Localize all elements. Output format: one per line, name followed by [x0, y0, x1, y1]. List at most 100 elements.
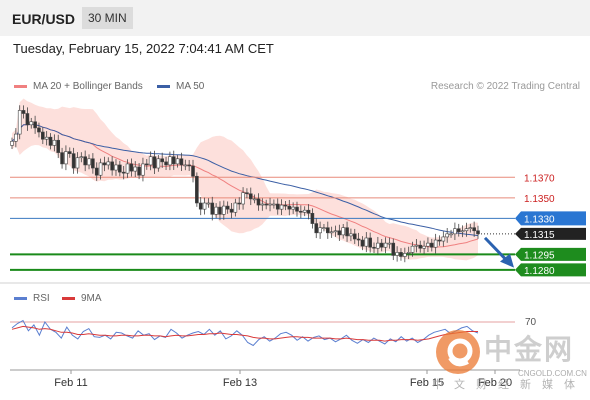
last-price-label: 1.1315 [524, 230, 555, 241]
candle-body [272, 203, 276, 206]
rsi-line [11, 319, 479, 347]
candle-body [125, 163, 130, 174]
candle-body [21, 110, 26, 114]
resistance-label: 1.1350 [524, 194, 555, 205]
legend-ma50: MA 50 [157, 81, 204, 92]
candle-body [302, 209, 307, 213]
candle-body [449, 233, 453, 236]
candle-body [133, 166, 138, 172]
candle-body [137, 166, 141, 176]
timeframe-button[interactable]: 30 MIN [82, 7, 133, 29]
candle-body [364, 237, 369, 247]
candle-body [175, 158, 180, 165]
moving-average-layer [11, 123, 479, 248]
level-lines-layer [10, 176, 515, 271]
candle-body [383, 242, 388, 248]
candle-body [287, 205, 292, 210]
pivot-label-box [515, 211, 586, 226]
candle-body [110, 161, 114, 171]
candle-body [279, 204, 284, 210]
rsi-ma-line [11, 325, 478, 342]
candle-body [83, 156, 87, 166]
forecast-arrow-layer [483, 236, 514, 268]
forecast-arrow-head [500, 253, 514, 268]
candle-body [468, 227, 473, 230]
candle-body [206, 202, 211, 205]
rsi-ma-swatch-icon [62, 297, 75, 300]
candle-body [329, 231, 334, 234]
legend-rsi-ma: 9MA [62, 293, 102, 304]
candle-body [198, 202, 203, 210]
candle-body [214, 206, 218, 215]
support-label-box [515, 247, 586, 261]
candle-body [326, 227, 330, 234]
candle-body [372, 246, 376, 249]
candle-body [356, 238, 361, 241]
x-axis-ticks: Feb 11 Feb 13 Feb 15 Feb 20 [54, 370, 512, 389]
candle-body [79, 156, 84, 159]
rsi-panel: 70 [10, 317, 537, 347]
candle-body [460, 230, 465, 233]
candle-body [67, 151, 72, 154]
candle-body [229, 208, 234, 213]
candle-body [291, 206, 295, 210]
candle-body [195, 175, 199, 204]
candle-body [310, 212, 315, 224]
candle-body [64, 151, 68, 165]
candle-body [252, 198, 257, 201]
bollinger-band-fill [12, 98, 478, 261]
candle-body [71, 153, 76, 169]
legend-rsi: RSI [14, 293, 50, 304]
candle-body [360, 239, 365, 247]
candle-body [191, 165, 195, 177]
candle-body [318, 227, 322, 234]
x-tick-label: Feb 15 [410, 377, 444, 389]
candle-body [141, 163, 145, 176]
legend-ma50-label: MA 50 [176, 81, 205, 92]
candle-body [418, 244, 423, 249]
bollinger-swatch-icon [14, 85, 27, 88]
candle-body [322, 227, 326, 229]
candle-body [426, 242, 430, 247]
legend-bollinger-label: MA 20 + Bollinger Bands [33, 81, 143, 92]
candle-body [48, 136, 53, 146]
candle-body [395, 252, 399, 256]
candle-body [376, 242, 380, 249]
candle-body [341, 227, 346, 236]
candle-body [233, 202, 238, 213]
legend-rsi-label: RSI [33, 293, 50, 304]
candle-body [44, 136, 49, 140]
candle-body [60, 152, 64, 165]
ma50-swatch-icon [157, 85, 170, 88]
candle-body [387, 242, 392, 245]
candle-body [114, 164, 118, 171]
x-tick-label: Feb 11 [54, 377, 87, 389]
candle-body [52, 139, 57, 146]
candle-body [422, 245, 426, 249]
ma50-line [11, 123, 479, 237]
timestamp: Tuesday, February 15, 2022 7:04:41 AM CE… [13, 41, 274, 56]
support-label-box [515, 263, 586, 277]
candle-body [152, 156, 157, 169]
candle-body [171, 156, 176, 165]
candle-body [245, 192, 249, 195]
watermark-subtitle: 中文财经新媒体 [432, 379, 586, 391]
candle-body [260, 203, 265, 206]
candle-body [453, 228, 457, 235]
candle-body [98, 162, 103, 176]
legend-rsi-ma-label: 9MA [81, 293, 102, 304]
candle-body [10, 140, 14, 146]
candle-body [352, 233, 357, 240]
candle-body [295, 206, 299, 212]
candle-body [160, 158, 164, 163]
candle-body [368, 237, 372, 248]
candle-body [379, 242, 384, 248]
candle-body [37, 127, 41, 133]
candle-body [25, 113, 30, 126]
candle-body [225, 205, 230, 210]
candle-body [75, 157, 80, 169]
bollinger-band-layer [12, 98, 478, 261]
candle-body [264, 203, 268, 206]
candle-body [106, 161, 111, 166]
candle-body [33, 121, 37, 129]
